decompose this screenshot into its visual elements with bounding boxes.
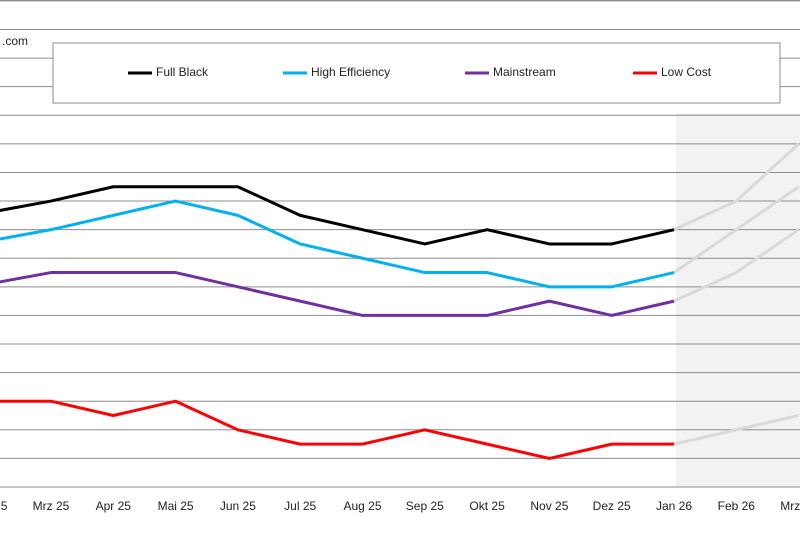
series-line — [0, 271, 675, 317]
x-tick-label: Okt 25 — [469, 499, 505, 513]
x-tick-label: Aug 25 — [343, 499, 381, 513]
forecast-shade-layer — [676, 113, 800, 487]
legend: Full Black High Efficiency Mainstream Low C… — [128, 65, 712, 79]
series-line — [0, 185, 675, 246]
x-tick-label: Nov 25 — [530, 499, 568, 513]
forecast-line — [673, 142, 800, 232]
x-tick-label: Jul 25 — [284, 499, 316, 513]
series-line — [0, 199, 675, 289]
x-tick-label: Dez 25 — [593, 499, 631, 513]
legend-label: High Efficiency — [311, 65, 390, 79]
forecast-shade — [676, 113, 800, 487]
legend-box — [52, 42, 781, 104]
legend-entry: Full Black — [128, 65, 209, 79]
x-tick-label: Jun 25 — [220, 499, 256, 513]
forecast-line — [673, 185, 800, 274]
legend-entry: Low Cost — [633, 65, 712, 79]
x-tick-label: Mai 25 — [158, 499, 194, 513]
x-tick-label: Mrz 26 — [780, 499, 800, 513]
legend-label: Mainstream — [493, 65, 556, 79]
x-axis: Feb 25 Mrz 25 Apr 25 Mai 25 Jun 25 Jul 25 Aug … — [0, 499, 800, 513]
legend-entry: High Efficiency — [283, 65, 390, 79]
forecast-line — [673, 414, 799, 446]
forecast-line — [673, 228, 800, 303]
x-tick-label: Feb 26 — [718, 499, 756, 513]
x-tick-label: Sep 25 — [406, 499, 444, 513]
x-tick-label: Feb 25 — [0, 499, 8, 513]
watermark: .com — [2, 34, 28, 48]
x-tick-label: Apr 25 — [96, 499, 132, 513]
x-tick-label: Mrz 25 — [33, 499, 70, 513]
legend-label: Full Black — [156, 65, 209, 79]
series-line — [0, 399, 674, 460]
legend-entry: Mainstream — [465, 65, 556, 79]
x-tick-label: Jan 26 — [656, 499, 692, 513]
legend-label: Low Cost — [661, 65, 712, 79]
lines-layer — [0, 142, 800, 460]
